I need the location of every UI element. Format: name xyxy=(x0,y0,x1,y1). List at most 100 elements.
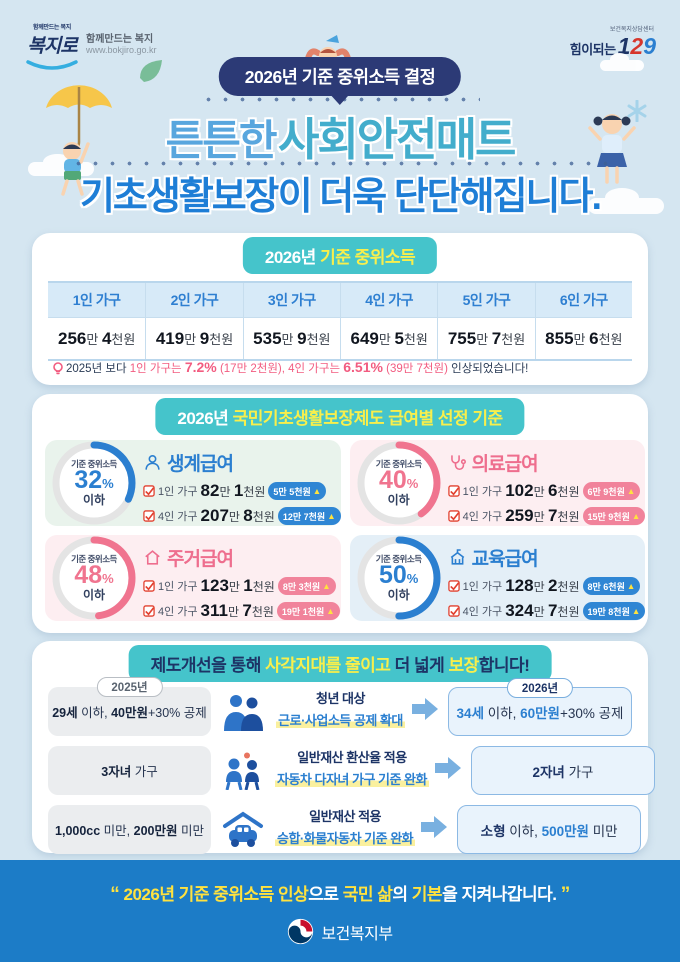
girl-character-illustration xyxy=(588,114,636,184)
children-icon xyxy=(217,752,269,790)
table-header: 2인 가구 xyxy=(145,283,243,318)
increase-pill: 19만 8천원 ▲ xyxy=(582,602,646,620)
improvement-row-youth-deduction: 2025년 29세 이하, 40만원+30% 공제 청년 대상 근로·사업소득 … xyxy=(48,677,632,736)
benefit-card-badge: 2026년 국민기초생활보장제도 급여별 선정 기준 xyxy=(155,398,525,435)
change-description: 일반재산 적용 승합·화물자동차 기준 완화 xyxy=(275,809,416,847)
benefit-grid: 기준 중위소득 32% 이하 생계급여 1인 가구 82만 1천원 5만 5천원 xyxy=(45,440,646,621)
change-description: 일반재산 환산율 적용 자동차 다자녀 가구 기준 완화 xyxy=(275,750,429,788)
year-tab-2026: 2026년 xyxy=(506,678,574,698)
sparkle-asterisk-icon xyxy=(627,100,647,122)
umbrella-character-illustration xyxy=(46,85,112,196)
increase-pill: 8만 6천원 ▲ xyxy=(582,577,641,595)
benefit-criteria-card: 2026년 국민기초생활보장제도 급여별 선정 기준 기준 중위소득 32% 이… xyxy=(32,394,648,633)
footer-quote: “ 2026년 기준 중위소득 인상으로 국민 삶의 기본을 지켜나갑니다. ” xyxy=(110,884,570,905)
improvement-row-vehicle: 1,000cc 미만, 200만원 미만 일반재산 적용 승합·화물자동차 기준… xyxy=(48,805,642,854)
table-header: 1인 가구 xyxy=(48,283,146,318)
median-increase-note: 2025년 보다 1인 가구는 7.2% (17만 2천원), 4인 가구는 6… xyxy=(52,359,528,376)
improvement-rows: 2025년 29세 이하, 40만원+30% 공제 청년 대상 근로·사업소득 … xyxy=(48,677,655,854)
increase-pill: 6만 9천원 ▲ xyxy=(582,482,641,500)
after-box: 2자녀 가구 xyxy=(470,746,655,795)
arrow-right-icon xyxy=(421,816,451,843)
table-value: 535만 9천원 xyxy=(242,318,340,359)
bokjiro-smile-icon xyxy=(26,60,78,70)
ministry-name: 보건복지부 xyxy=(321,925,393,943)
increase-pill: 12만 7천원 ▲ xyxy=(277,507,341,525)
before-box: 1,000cc 미만, 200만원 미만 xyxy=(48,805,211,854)
benefit-title: 주거급여 xyxy=(143,544,341,571)
benefit-row: 4인 가구 324만 7천원 19만 8천원 ▲ xyxy=(447,601,646,621)
footer: “ 2026년 기준 중위소득 인상으로 국민 삶의 기본을 지켜나갑니다. ”… xyxy=(0,860,680,962)
table-value: 256만 4천원 xyxy=(48,318,146,359)
lightbulb-icon xyxy=(53,362,63,375)
benefit-row: 1인 가구 128만 2천원 8만 6천원 ▲ xyxy=(447,576,646,596)
call-129-digit: 9 xyxy=(643,33,656,59)
car-icon xyxy=(217,811,269,849)
bokjiro-logo-tiny-text: 함께만드는 복지 xyxy=(33,25,71,31)
ministry-logo-row: 보건복지부 xyxy=(0,918,680,945)
year-tab-2025: 2025년 xyxy=(96,677,163,697)
after-box: 소형 이하, 500만원 미만 xyxy=(457,805,642,854)
main-title-line2: 기초생활보장이 더욱 단단해집니다. xyxy=(79,176,602,218)
school-icon xyxy=(450,549,464,565)
benefit-row: 4인 가구 207만 8천원 12만 7천원 ▲ xyxy=(143,506,341,526)
arrow-right-icon xyxy=(412,698,442,725)
cloud-decoration xyxy=(600,53,644,71)
arrow-right-icon xyxy=(434,757,465,784)
table-value: 755만 7천원 xyxy=(437,318,535,359)
stethoscope-icon xyxy=(450,455,466,471)
gauge-40-percent: 기준 중위소득 40% 이하 xyxy=(357,441,441,525)
checkbox-icon xyxy=(447,510,460,522)
benefit-card-medical: 기준 중위소득 40% 이하 의료급여 1인 가구 102만 6천원 6만 9천 xyxy=(349,440,646,526)
table-header: 4인 가구 xyxy=(340,283,438,318)
benefit-row: 1인 가구 123만 1천원 8만 3천원 ▲ xyxy=(143,576,341,596)
benefit-card-education: 기준 중위소득 50% 이하 교육급여 1인 가구 128만 2천원 8만 6천 xyxy=(349,535,646,621)
improvement-row-multi-child: 3자녀 가구 일반재산 환산율 적용 자동차 다자녀 가구 기준 완화 xyxy=(48,746,655,795)
call-129-digit: 2 xyxy=(630,33,643,59)
benefit-title: 교육급여 xyxy=(448,544,646,571)
main-title-line1: 튼튼한 사회안전매트 xyxy=(165,114,517,165)
checkbox-icon xyxy=(143,580,155,592)
table-header: 3인 가구 xyxy=(242,283,340,318)
decision-badge-label: 2026년 기준 중위소득 결정 xyxy=(244,67,436,87)
change-description: 청년 대상 근로·사업소득 공제 확대 xyxy=(276,691,405,729)
benefit-card-housing: 기준 중위소득 48% 이하 주거급여 1인 가구 123만 1천원 8만 3천 xyxy=(45,535,341,621)
table-header: 6인 가구 xyxy=(534,283,632,318)
before-box: 2025년 29세 이하, 40만원+30% 공제 xyxy=(48,677,211,736)
call-center-small-text: 보건복지상담센터 xyxy=(609,27,654,33)
increase-pill: 15만 9천원 ▲ xyxy=(582,507,646,525)
benefit-row: 4인 가구 311만 7천원 19만 1천원 ▲ xyxy=(143,601,341,621)
median-income-table: 1인 가구 2인 가구 3인 가구 4인 가구 5인 가구 6인 가구 256만… xyxy=(48,281,632,361)
median-card-badge: 2026년 기준 중위소득 xyxy=(242,237,438,274)
system-improvement-card: 제도개선을 통해 사각지대를 줄이고 더 넓게 보장합니다! 2025년 29세… xyxy=(32,641,655,854)
decision-badge: 2026년 기준 중위소득 결정 xyxy=(218,57,462,96)
increase-pill: 19만 1천원 ▲ xyxy=(276,602,340,620)
checkbox-icon xyxy=(143,510,155,522)
benefit-row: 4인 가구 259만 7천원 15만 9천원 ▲ xyxy=(447,506,646,526)
bokjiro-logo-text: 복지로 xyxy=(27,36,77,57)
house-icon xyxy=(145,550,160,565)
table-header: 5인 가구 xyxy=(437,283,535,318)
benefit-row: 1인 가구 82만 1천원 5만 5천원 ▲ xyxy=(143,481,341,501)
checkbox-icon xyxy=(143,605,155,617)
median-income-card: 2026년 기준 중위소득 1인 가구 2인 가구 3인 가구 4인 가구 5인… xyxy=(32,233,648,385)
benefit-title: 생계급여 xyxy=(143,449,341,476)
increase-pill: 5만 5천원 ▲ xyxy=(268,482,327,500)
benefit-row: 1인 가구 102만 6천원 6만 9천원 ▲ xyxy=(447,481,646,501)
call-129-label: 힘이되는 xyxy=(569,42,616,57)
increase-pill: 8만 3천원 ▲ xyxy=(277,577,336,595)
gauge-48-percent: 기준 중위소득 48% 이하 xyxy=(52,536,136,620)
bokjiro-url: www.bokjiro.go.kr xyxy=(86,45,157,55)
cloud-decoration xyxy=(588,188,664,214)
gauge-50-percent: 기준 중위소득 50% 이하 xyxy=(357,536,441,620)
bokjiro-taglines: 함께만드는 복지 www.bokjiro.go.kr xyxy=(86,22,157,55)
benefit-card-livelihood: 기준 중위소득 32% 이하 생계급여 1인 가구 82만 1천원 5만 5천원 xyxy=(45,440,341,526)
checkbox-icon xyxy=(447,580,460,592)
checkbox-icon xyxy=(447,605,460,617)
dot-decoration xyxy=(70,161,615,166)
benefit-title: 의료급여 xyxy=(448,449,646,476)
gauge-32-percent: 기준 중위소득 32% 이하 xyxy=(52,441,136,525)
leaf-icon xyxy=(140,60,162,82)
improvement-card-badge: 제도개선을 통해 사각지대를 줄이고 더 넓게 보장합니다! xyxy=(128,645,552,682)
mohw-emblem-icon xyxy=(288,918,314,945)
